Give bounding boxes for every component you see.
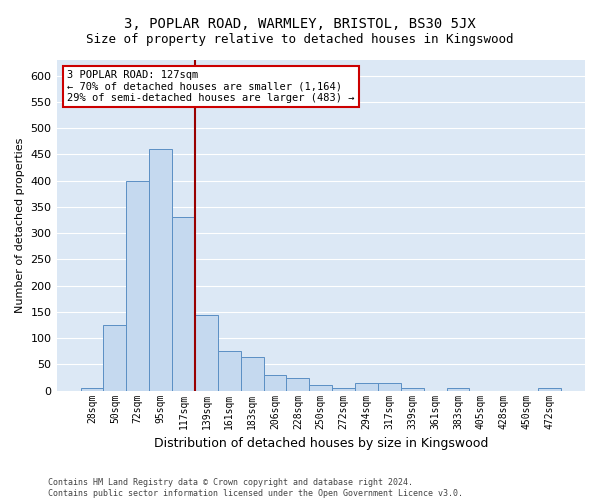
Bar — [195, 314, 218, 390]
Y-axis label: Number of detached properties: Number of detached properties — [15, 138, 25, 313]
Bar — [401, 388, 424, 390]
Bar — [446, 388, 469, 390]
Bar — [378, 383, 401, 390]
Bar — [286, 378, 310, 390]
Bar — [149, 149, 172, 390]
Bar — [127, 180, 149, 390]
Bar — [103, 325, 127, 390]
Bar — [355, 383, 378, 390]
Text: Contains HM Land Registry data © Crown copyright and database right 2024.
Contai: Contains HM Land Registry data © Crown c… — [48, 478, 463, 498]
Text: 3 POPLAR ROAD: 127sqm
← 70% of detached houses are smaller (1,164)
29% of semi-d: 3 POPLAR ROAD: 127sqm ← 70% of detached … — [67, 70, 355, 103]
Bar — [172, 218, 195, 390]
Bar — [538, 388, 561, 390]
Text: 3, POPLAR ROAD, WARMLEY, BRISTOL, BS30 5JX: 3, POPLAR ROAD, WARMLEY, BRISTOL, BS30 5… — [124, 18, 476, 32]
Text: Size of property relative to detached houses in Kingswood: Size of property relative to detached ho… — [86, 32, 514, 46]
X-axis label: Distribution of detached houses by size in Kingswood: Distribution of detached houses by size … — [154, 437, 488, 450]
Bar — [332, 388, 355, 390]
Bar — [218, 352, 241, 391]
Bar — [310, 386, 332, 390]
Bar — [241, 356, 263, 390]
Bar — [80, 388, 103, 390]
Bar — [263, 375, 286, 390]
